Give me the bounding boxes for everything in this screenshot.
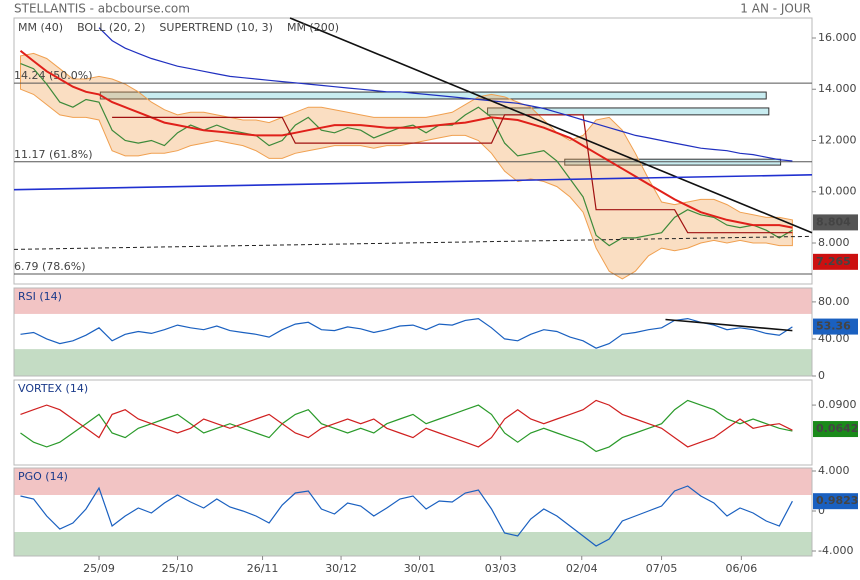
last-value-label: 53.36 xyxy=(816,320,851,333)
x-tick-label: 02/04 xyxy=(566,562,598,575)
y-tick-label: -4.000 xyxy=(818,544,853,557)
y-tick-label: 16.000 xyxy=(818,31,857,44)
y-tick-label: 40.00 xyxy=(818,332,850,345)
header-period: 1 AN - JOUR xyxy=(740,2,811,16)
x-tick-label: 25/10 xyxy=(162,562,194,575)
series-line xyxy=(20,399,793,448)
price-zone xyxy=(487,107,770,116)
x-tick-label: 25/09 xyxy=(83,562,115,575)
trendline xyxy=(13,235,813,250)
header-title: STELLANTIS - abcbourse.com xyxy=(14,2,190,16)
y-tick-label: 0.0900 xyxy=(818,398,857,411)
legend-entry: SUPERTREND (10, 3) xyxy=(159,21,273,34)
last-value-box xyxy=(813,214,858,231)
x-tick-label: 07/05 xyxy=(646,562,678,575)
series-line xyxy=(20,485,793,547)
trendline xyxy=(289,17,813,234)
x-tick-label: 30/12 xyxy=(325,562,357,575)
last-value-box xyxy=(813,318,858,335)
last-value-label: 0.0642 xyxy=(816,422,858,435)
fib-label: 11.17 (61.8%) xyxy=(14,148,93,161)
trendline xyxy=(13,174,813,191)
x-tick-label: 30/01 xyxy=(404,562,436,575)
panel-frame xyxy=(13,17,813,285)
x-tick-label: 06/06 xyxy=(726,562,758,575)
last-value-label: 7.265 xyxy=(816,255,851,268)
legend-entry: MM (200) xyxy=(287,21,339,34)
y-tick-label: 10.000 xyxy=(818,185,857,198)
zone-band xyxy=(14,349,812,376)
last-value-label: 0.9823 xyxy=(816,494,858,507)
panel-title: RSI (14) xyxy=(18,290,62,303)
last-value-label: 8.804 xyxy=(816,215,851,228)
legend-entry: BOLL (20, 2) xyxy=(77,21,145,34)
last-value-box xyxy=(813,253,858,270)
y-tick-label: 4.000 xyxy=(818,464,850,477)
fib-label: 6.79 (78.6%) xyxy=(14,260,86,273)
last-value-box xyxy=(813,493,858,510)
legend-entry: MM (40) xyxy=(18,21,63,34)
panel-title: PGO (14) xyxy=(18,470,68,483)
y-tick-label: 8.000 xyxy=(818,236,850,249)
y-tick-label: 0 xyxy=(818,504,825,517)
price-line xyxy=(20,63,793,247)
y-tick-label: 0 xyxy=(818,369,825,382)
panel-frame xyxy=(13,467,813,557)
trendline xyxy=(665,318,793,332)
series-line xyxy=(19,50,793,229)
x-tick-label: 03/03 xyxy=(485,562,517,575)
y-tick-label: 80.00 xyxy=(818,295,850,308)
panel-title: VORTEX (14) xyxy=(18,382,88,395)
panel-frame xyxy=(13,379,813,466)
zone-band xyxy=(14,468,812,495)
series-line xyxy=(20,317,793,349)
x-tick-label: 26/11 xyxy=(247,562,279,575)
y-tick-label: 12.000 xyxy=(818,133,857,146)
zone-band xyxy=(14,532,812,556)
last-value-box xyxy=(813,421,858,438)
y-tick-label: 14.000 xyxy=(818,82,857,95)
panel-frame xyxy=(13,287,813,377)
zone-band xyxy=(14,288,812,314)
series-line xyxy=(112,114,793,234)
series-line xyxy=(20,399,793,453)
series-line xyxy=(98,27,793,162)
